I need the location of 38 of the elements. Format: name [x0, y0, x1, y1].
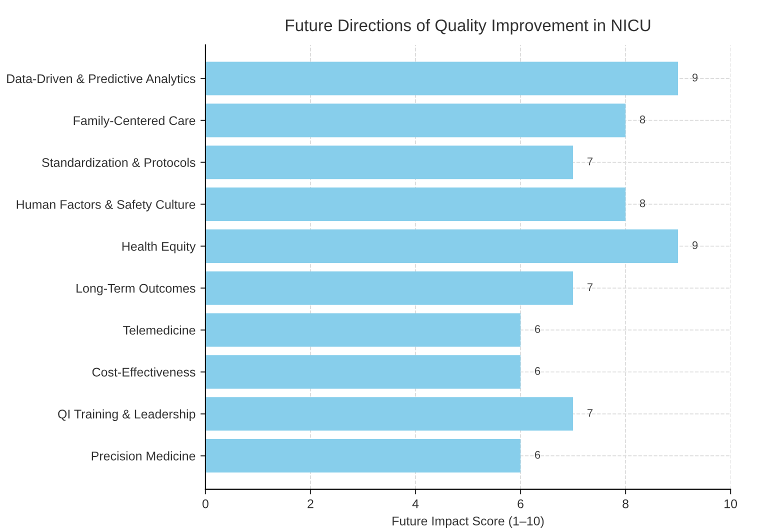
x-tick-label: 0 — [202, 499, 208, 508]
y-tick-label: Long-Term Outcomes — [76, 284, 196, 296]
y-tick-label: Family-Centered Care — [74, 116, 196, 128]
data-label: 6 — [534, 450, 540, 459]
bar — [205, 271, 574, 305]
data-label: 7 — [587, 409, 593, 417]
bar — [205, 62, 678, 96]
data-label: 8 — [640, 116, 646, 124]
data-label: 7 — [587, 283, 593, 291]
bar — [205, 104, 626, 138]
bar — [205, 146, 574, 180]
data-label: 6 — [534, 325, 540, 334]
data-label: 6 — [534, 367, 540, 375]
bar — [205, 313, 521, 347]
x-tick-label: 6 — [518, 499, 524, 508]
bar — [205, 187, 626, 222]
data-label: 9 — [692, 74, 698, 82]
bar — [205, 229, 678, 263]
y-tick-label: Precision Medicine — [92, 451, 196, 460]
x-tick-label: 4 — [412, 500, 419, 508]
data-label: 9 — [692, 241, 698, 250]
x-tick-label: 10 — [724, 499, 738, 508]
x-tick-label: 8 — [622, 499, 628, 508]
y-tick-label: Cost-Effectiveness — [92, 367, 196, 377]
y-tick-label: QI Training & Leadership — [58, 409, 196, 421]
y-tick-label: Health Equity — [122, 242, 196, 254]
x-axis-title: Future Impact Score (1–10) — [392, 516, 544, 528]
y-tick-label: Telemedicine — [123, 325, 196, 335]
bar — [205, 355, 521, 389]
bar — [205, 397, 574, 431]
chart-title: Future Directions of Quality Improvement in NICU — [286, 19, 650, 35]
data-label: 7 — [587, 158, 593, 166]
x-tick-label: 2 — [308, 499, 314, 508]
data-label: 8 — [640, 199, 646, 208]
y-tick-label: Human Factors & Safety Culture — [16, 200, 196, 212]
y-tick-label: Standardization & Protocols — [42, 158, 196, 167]
y-tick-label: Data-Driven & Predictive Analytics — [7, 74, 196, 86]
bar — [205, 439, 521, 473]
